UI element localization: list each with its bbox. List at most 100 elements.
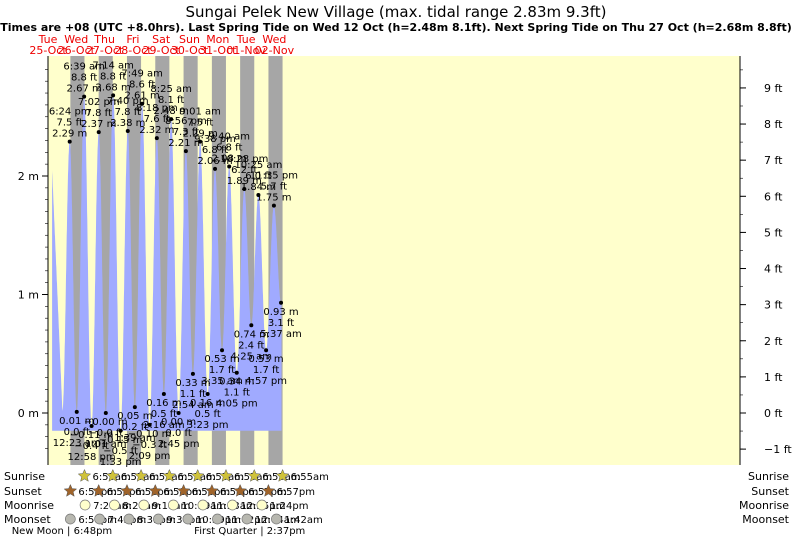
high-tide-time: 6:24 pm (49, 107, 91, 118)
y-tick-label-right: 8 ft (764, 118, 783, 131)
high-tide-metres: 2.29 m (52, 129, 87, 140)
high-tide-metres: 2.38 m (110, 118, 145, 129)
y-tick-label-right: 9 ft (764, 82, 783, 95)
high-tide-feet: 5.7 ft (261, 182, 287, 193)
high-tide-time: 7:02 pm (78, 97, 120, 108)
day-name: Thu (93, 33, 115, 46)
low-tide-metres: 0.53 m (248, 354, 283, 365)
moonrise-icon (168, 499, 179, 511)
low-tide-time: 2:09 pm (129, 451, 171, 462)
low-tide-metres: 0.33 m (175, 378, 210, 389)
high-tide-feet: 8.8 ft (100, 71, 126, 82)
moonrise-icon (138, 499, 150, 511)
high-tide-metres: 2.61 m (125, 91, 160, 102)
high-tide-time: 9:40 am (208, 132, 250, 143)
low-tide-feet: 0.0 ft (64, 427, 90, 438)
low-tide-point (74, 409, 79, 414)
moon-phase-label: New Moon | 6:48pm (12, 526, 112, 537)
moonset-time: 1:42am (284, 515, 322, 526)
high-tide-feet: 6.8 ft (202, 145, 228, 156)
day-name: Sat (152, 33, 171, 46)
moonset-icon (64, 513, 76, 525)
high-tide-time: 10:28 pm (220, 154, 268, 165)
high-tide-time: 7:49 am (121, 69, 163, 80)
sunrise-icon (105, 468, 120, 482)
day-name: Fri (126, 33, 139, 46)
low-tide-time: 4:05 pm (216, 399, 258, 410)
sunrise-icon (219, 468, 233, 482)
day-name: Sun (179, 33, 200, 46)
high-tide-point (140, 101, 145, 106)
high-tide-time: 7:14 am (92, 60, 134, 71)
day-date: 25-Oct (29, 44, 67, 57)
sunrise-icon (134, 468, 148, 482)
sunset-icon (63, 483, 78, 497)
day-name: Wed (64, 33, 88, 46)
low-tide-time: 4:57 pm (245, 376, 287, 387)
moonrise-row-label-right: Moonrise (739, 499, 789, 512)
low-tide-point (161, 392, 166, 397)
low-tide-feet: 0.2 ft (122, 422, 148, 433)
high-tide-point (111, 93, 116, 98)
low-tide-point (132, 405, 137, 410)
y-tick-label-left: 2 m (18, 170, 39, 183)
low-tide-feet: −0.0 ft (88, 428, 123, 439)
high-tide-time: 8:56 pm (165, 116, 207, 127)
y-tick-label-right: 5 ft (764, 226, 783, 239)
low-tide-feet: −0.5 ft (103, 446, 138, 457)
sunset-row-label: Sunset (4, 485, 42, 498)
low-tide-metres: 0.93 m (263, 307, 298, 318)
high-tide-metres: 2.48 m (154, 106, 189, 117)
low-tide-time: 1:01 am (85, 439, 127, 450)
sunset-time: 6:57pm (276, 487, 315, 498)
high-tide-point (96, 130, 101, 135)
high-tide-metres: 2.29 m (183, 129, 218, 140)
sunset-icon (148, 483, 163, 497)
y-tick-label-right: 2 ft (764, 335, 783, 348)
high-tide-point (183, 149, 188, 154)
y-tick-label-right: 0 ft (764, 407, 783, 420)
high-tide-time: 7:40 pm (107, 96, 149, 107)
low-tide-metres: 0.16 m (190, 398, 225, 409)
y-tick-label-right: 6 ft (764, 190, 783, 203)
high-tide-point (271, 203, 276, 208)
sunset-icon (176, 483, 191, 497)
day-date: 02-Nov (255, 44, 295, 57)
high-tide-feet: 7.6 ft (144, 114, 170, 125)
day-date: 01-Nov (226, 44, 266, 57)
sunrise-icon (247, 468, 262, 482)
high-tide-time: 6:39 am (63, 62, 105, 73)
moon-phase-label: First Quarter | 2:37pm (194, 526, 305, 537)
moonset-row-label: Moonset (4, 513, 51, 526)
low-tide-feet: 0.5 ft (194, 409, 220, 420)
chart-subtitle: Times are +08 (UTC +8.0hrs). Last Spring… (0, 21, 791, 34)
low-tide-time: 4:25 am (231, 351, 273, 362)
high-tide-feet: 6.0 ft (245, 171, 271, 182)
low-tide-time: 3:23 pm (187, 420, 229, 431)
moonset-icon (241, 513, 253, 525)
high-tide-feet: 8.8 ft (71, 73, 97, 84)
low-tide-point (234, 370, 239, 375)
low-tide-metres: −0.11 m (70, 430, 114, 441)
y-tick-label-right: 3 ft (764, 299, 783, 312)
moonrise-icon (197, 499, 209, 511)
low-tide-metres: 0.05 m (117, 411, 152, 422)
sunrise-icon (190, 468, 205, 482)
high-tide-point (154, 136, 159, 141)
low-tide-time: 2:45 pm (158, 439, 200, 450)
low-tide-metres: 0.00 m (161, 417, 196, 428)
sunset-icon (120, 483, 134, 497)
day-name: Tue (38, 33, 58, 46)
day-headers: Tue25-OctWed26-OctThu27-OctFri28-OctSat2… (29, 33, 294, 57)
low-tide-point (220, 348, 225, 353)
high-tide-metres: 2.67 m (67, 84, 102, 95)
day-date: 26-Oct (58, 44, 96, 57)
high-tide-time: 10:25 am (234, 160, 282, 171)
sunset-icon (205, 483, 219, 497)
day-name: Wed (262, 33, 286, 46)
axes: 0 m 1 m 2 m −1 ft 0 ft 1 ft 2 ft 3 ft 4 ft 5 ft 6 … (18, 56, 792, 465)
low-tide-point (176, 411, 181, 415)
low-tide-feet: −0.3 ft (132, 440, 167, 451)
